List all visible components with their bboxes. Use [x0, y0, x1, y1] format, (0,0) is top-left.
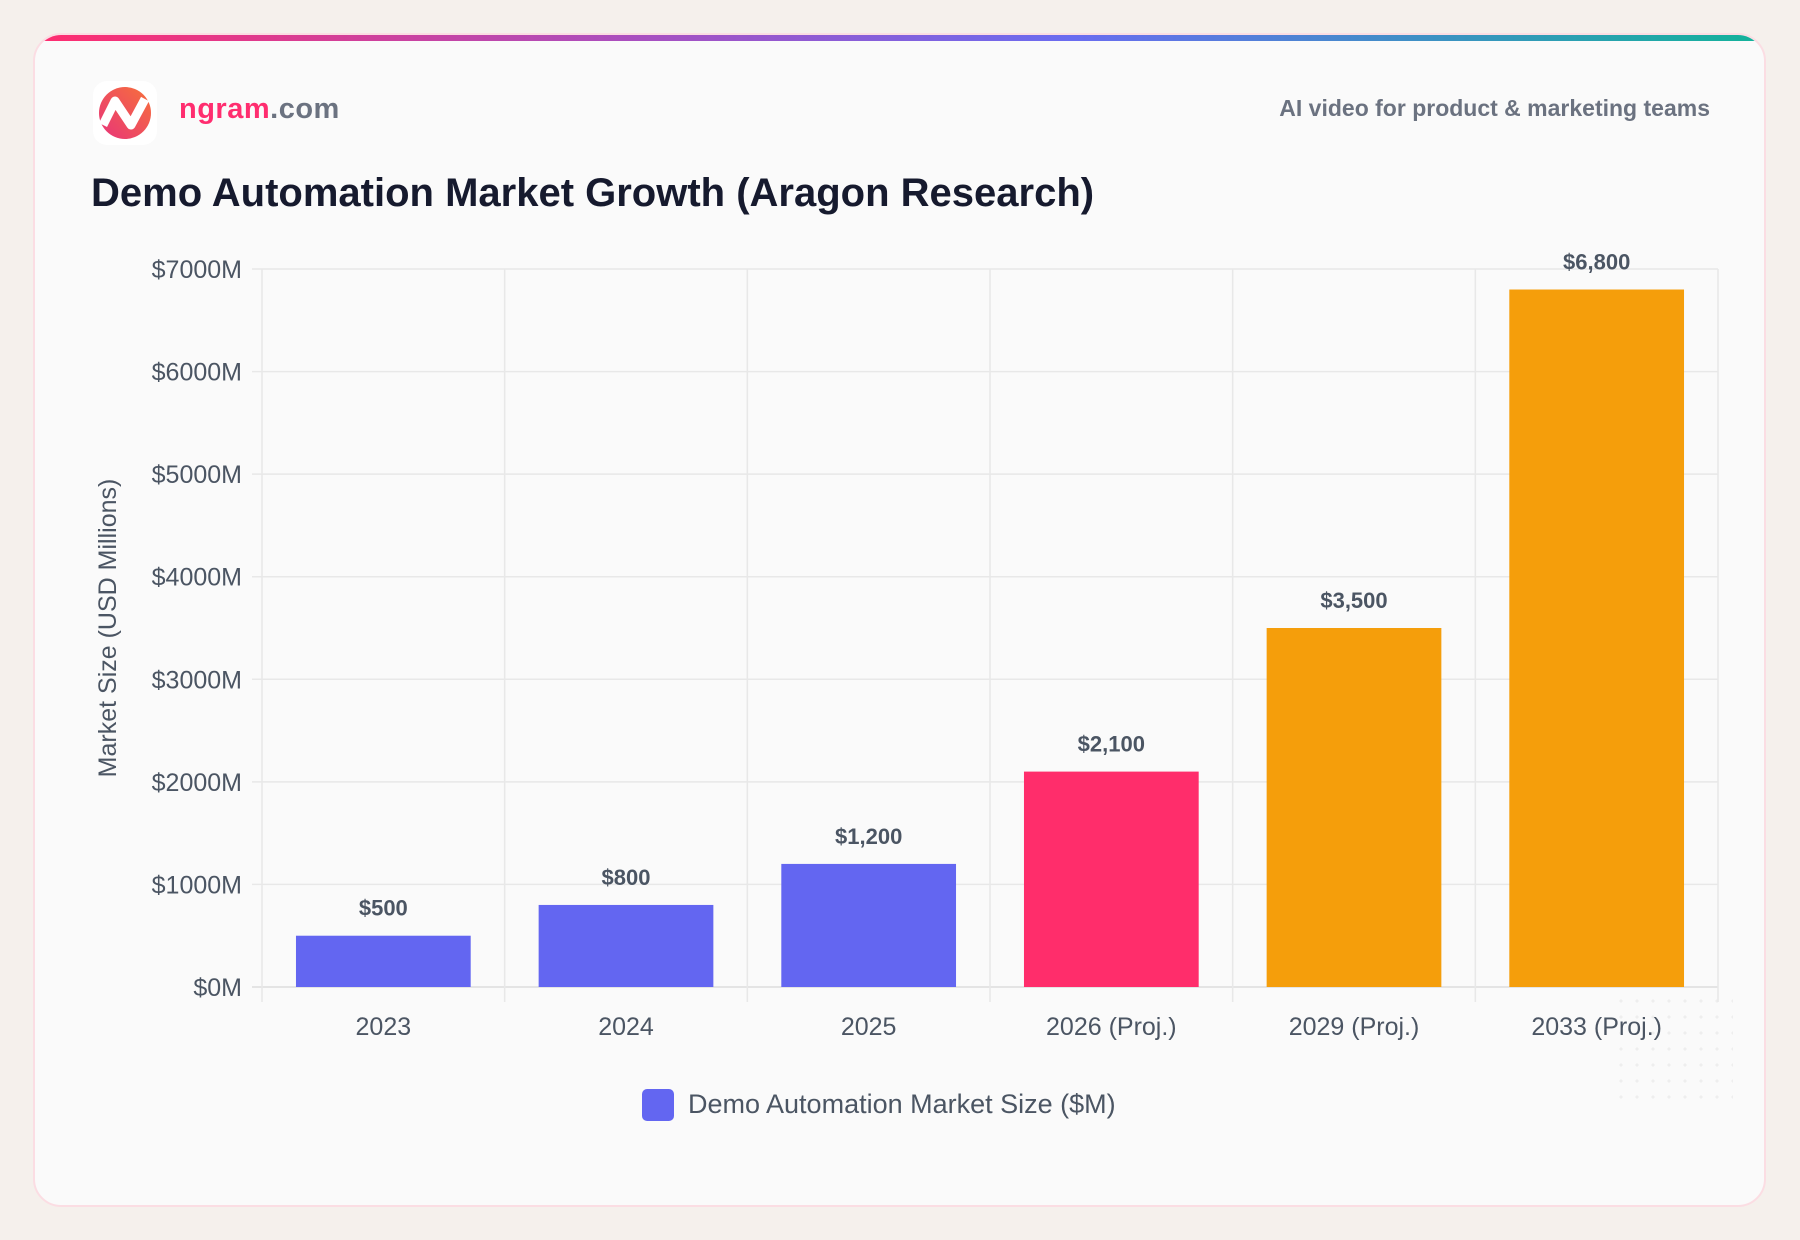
data-label: $500: [359, 896, 408, 921]
bar: [295, 935, 471, 987]
brand-name[interactable]: ngram.com: [179, 93, 340, 126]
y-tick-label: $6000M: [152, 359, 242, 387]
legend-label[interactable]: Demo Automation Market Size ($M): [688, 1089, 1116, 1119]
y-tick-label: $0M: [193, 974, 242, 1002]
y-tick-label: $2000M: [152, 769, 242, 797]
ngram-logo: [93, 81, 157, 145]
chart-title: Demo Automation Market Growth (Aragon Re…: [91, 171, 1095, 215]
gradient-bar: [35, 35, 1764, 41]
x-tick-label: 2023: [356, 1013, 412, 1041]
data-label: $800: [602, 865, 651, 890]
bar: [1266, 628, 1442, 987]
data-label: $1,200: [835, 824, 902, 849]
x-tick-label: 2025: [841, 1013, 897, 1041]
chart-card: ngram.com AI video for product & marketi…: [33, 33, 1766, 1207]
y-tick-label: $5000M: [152, 461, 242, 489]
bar: [781, 863, 957, 987]
x-tick-label: 2024: [598, 1013, 654, 1041]
bar: [1023, 771, 1199, 987]
x-tick-label: 2033 (Proj.): [1531, 1013, 1662, 1041]
y-tick-label: $3000M: [152, 666, 242, 694]
dot-pattern: [1613, 993, 1733, 1111]
data-label: $2,100: [1078, 732, 1145, 757]
bar: [538, 904, 714, 987]
x-tick-label: 2029 (Proj.): [1289, 1013, 1420, 1041]
brand-main: ngram: [179, 93, 271, 125]
data-label: $3,500: [1320, 588, 1387, 613]
tagline: AI video for product & marketing teams: [1279, 95, 1710, 121]
brand-suffix: .com: [270, 93, 340, 125]
x-tick-label: 2026 (Proj.): [1046, 1013, 1177, 1041]
bar: [1509, 289, 1685, 987]
y-tick-label: $1000M: [152, 871, 242, 899]
y-axis-title: Market Size (USD Millions): [94, 479, 122, 778]
y-tick-label: $4000M: [152, 564, 242, 592]
y-tick-label: $7000M: [152, 256, 242, 284]
legend-swatch[interactable]: [642, 1089, 674, 1121]
data-label: $6,800: [1563, 250, 1630, 275]
